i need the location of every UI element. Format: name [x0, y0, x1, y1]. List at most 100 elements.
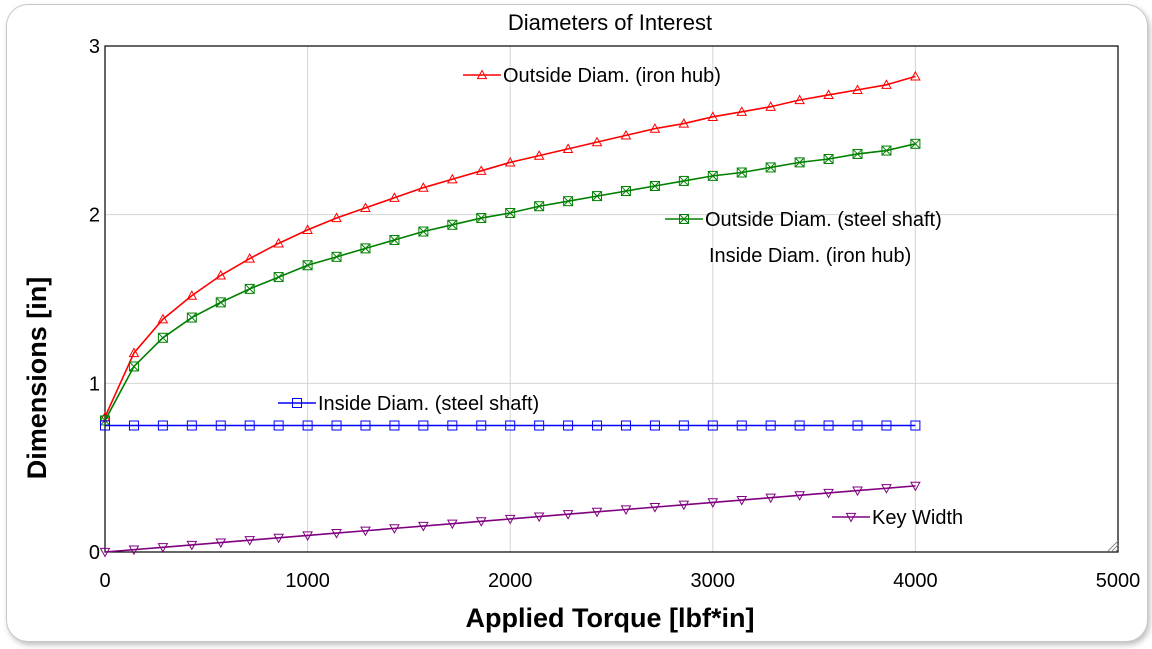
- marker-cross: [360, 243, 371, 254]
- data-point: [534, 201, 545, 212]
- legend-label: Inside Diam. (steel shaft): [318, 393, 539, 415]
- data-point: [852, 84, 863, 94]
- marker-cross: [476, 213, 487, 223]
- plot-area: [104, 45, 1119, 553]
- data-point: [736, 167, 747, 178]
- data-point: [273, 420, 284, 431]
- data-point: [649, 123, 661, 133]
- data-point: [852, 486, 863, 497]
- data-point: [794, 420, 805, 431]
- data-point: [504, 156, 516, 167]
- data-point: [418, 182, 429, 192]
- data-point: [823, 420, 834, 431]
- data-point: [128, 361, 139, 372]
- data-point: [273, 272, 284, 283]
- data-point: [910, 420, 921, 431]
- data-point: [707, 420, 718, 431]
- marker-box: [215, 297, 226, 308]
- data-point: [244, 283, 255, 294]
- data-point: [99, 547, 111, 558]
- data-point: [360, 420, 371, 431]
- legend-swatch-marker: [476, 69, 488, 80]
- marker-box: [649, 180, 660, 191]
- marker-box: [389, 234, 400, 245]
- data-point: [302, 224, 313, 234]
- marker-box: [881, 145, 892, 156]
- marker-cross: [418, 226, 429, 237]
- data-point: [302, 420, 313, 431]
- marker-box: [794, 157, 805, 168]
- data-point: [620, 129, 632, 140]
- data-point: [186, 540, 198, 551]
- marker-box: [331, 251, 342, 262]
- data-point: [273, 533, 284, 544]
- data-point: [707, 498, 719, 508]
- series-outside-diam-steel-shaft: [100, 138, 921, 426]
- marker-cross: [273, 272, 284, 282]
- marker-cross: [765, 162, 776, 173]
- data-point: [736, 420, 747, 431]
- data-point: [910, 481, 921, 492]
- data-point: [823, 488, 834, 499]
- data-point: [331, 251, 342, 262]
- marker-box: [620, 186, 631, 197]
- marker-box: [447, 219, 458, 230]
- marker-cross: [244, 284, 255, 294]
- marker-box: [273, 272, 284, 283]
- data-point: [736, 495, 748, 506]
- marker-box: [852, 148, 863, 159]
- legend-entry: Inside Diam. (iron hub): [709, 245, 911, 267]
- data-point: [360, 202, 371, 213]
- marker-box: [186, 312, 197, 323]
- marker-cross: [736, 167, 747, 178]
- legend-label: Key Width: [872, 507, 963, 529]
- marker-box: [823, 154, 834, 165]
- marker-cross: [302, 260, 313, 271]
- resize-grip-icon[interactable]: [1107, 540, 1119, 552]
- data-point: [389, 524, 400, 534]
- x-tick-label: 5000: [1096, 570, 1141, 592]
- legend: Outside Diam. (iron hub) Outside Diam. (s…: [278, 65, 963, 529]
- data-point: [562, 143, 574, 153]
- marker-cross: [621, 186, 631, 196]
- data-point: [765, 162, 776, 173]
- data-point: [910, 70, 921, 81]
- data-point: [649, 420, 660, 431]
- data-point: [794, 157, 805, 168]
- data-point: [852, 420, 863, 431]
- data-point: [157, 420, 168, 431]
- data-point: [215, 420, 226, 431]
- data-point: [678, 175, 689, 186]
- data-point: [128, 545, 140, 556]
- legend-swatch-marker: [845, 512, 857, 523]
- marker-cross: [447, 219, 458, 230]
- series-line: [104, 75, 916, 418]
- data-point: [649, 180, 660, 191]
- marker-box: [476, 213, 487, 224]
- marker-box: [244, 283, 255, 294]
- chart-title: Diameters of Interest: [508, 10, 712, 35]
- x-tick-label: 2000: [488, 570, 533, 592]
- x-axis-label: Applied Torque [lbf*in]: [466, 603, 755, 633]
- marker-box: [534, 201, 545, 212]
- data-point: [331, 529, 342, 539]
- data-point: [591, 136, 603, 147]
- legend-label: Outside Diam. (iron hub): [503, 65, 721, 87]
- legend-swatch-marker: [679, 214, 689, 224]
- data-point: [215, 538, 227, 549]
- chart-frame: [6, 4, 1148, 642]
- marker-box: [592, 191, 603, 202]
- data-point: [591, 507, 603, 518]
- legend-label: Outside Diam. (steel shaft): [705, 209, 942, 231]
- marker-box: [765, 162, 776, 173]
- data-point: [273, 237, 284, 248]
- data-point: [620, 505, 632, 516]
- series-outside-diam-iron-hub: [99, 70, 921, 422]
- data-point: [649, 503, 661, 513]
- data-point: [620, 186, 631, 197]
- data-point: [823, 89, 834, 100]
- marker-cross: [534, 201, 545, 212]
- marker-cross: [563, 196, 573, 207]
- data-point: [563, 196, 574, 207]
